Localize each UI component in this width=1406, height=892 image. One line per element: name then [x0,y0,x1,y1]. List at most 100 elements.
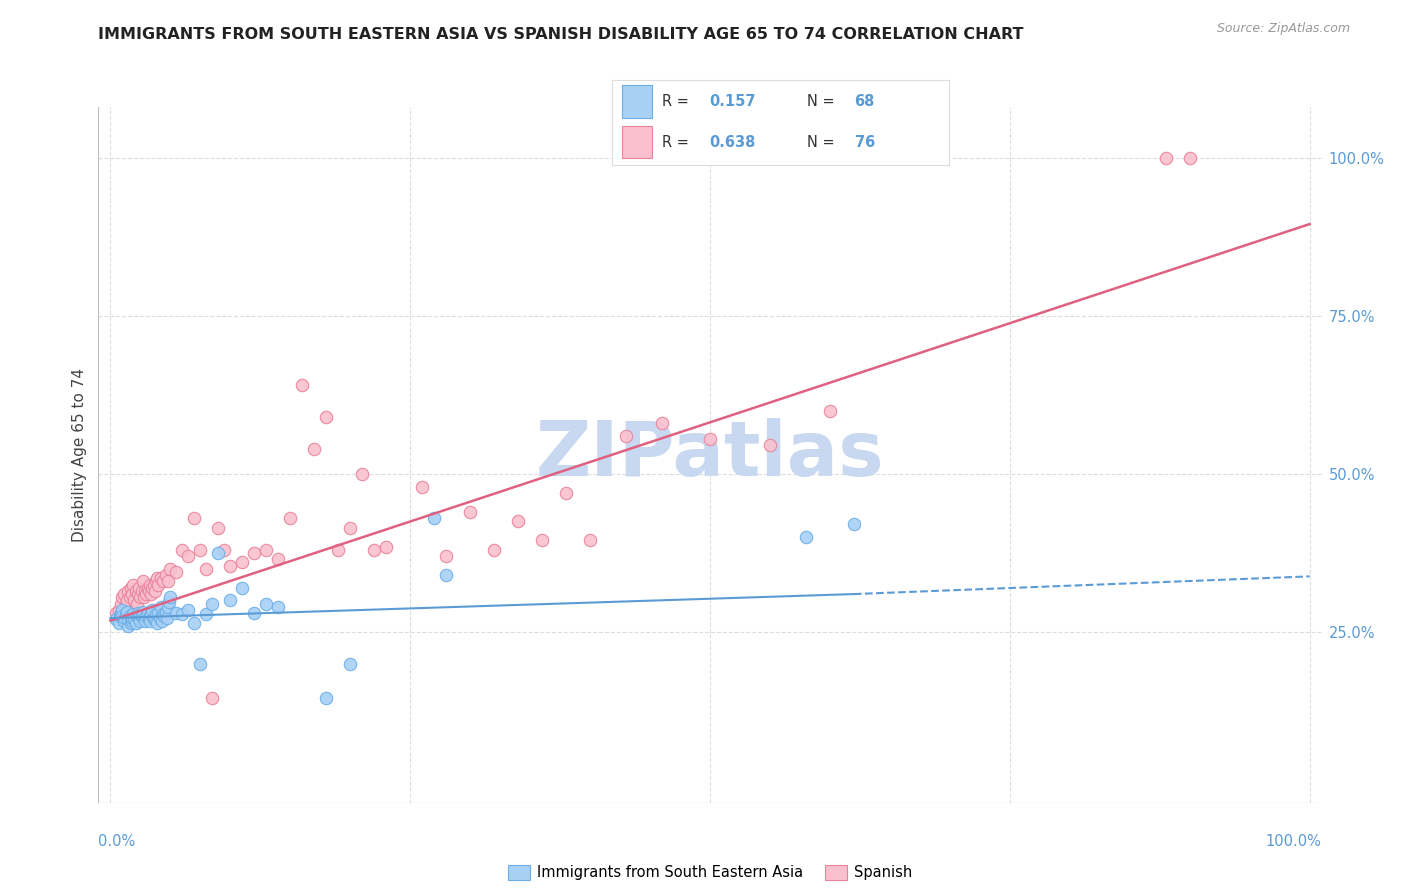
Point [142,612,165,626]
Point [183,511,205,525]
Point [579,533,602,548]
Point [125,597,148,611]
Text: N =: N = [807,94,839,109]
Point [124,612,146,626]
Point [134,583,156,598]
Point [143,611,166,625]
Point [699,432,721,446]
Point [145,607,167,622]
Point [136,581,159,595]
Text: 100.0%: 100.0% [1265,834,1322,849]
Point [172,542,194,557]
Point [141,587,163,601]
Point [132,612,155,626]
Point [129,614,152,628]
Point [482,542,505,557]
Point [339,657,361,671]
Point [122,607,145,622]
Text: 0.0%: 0.0% [98,834,135,849]
Point [434,549,457,563]
Point [153,609,176,624]
Point [352,467,374,481]
Point [188,542,212,557]
Text: 68: 68 [855,94,875,109]
Point [150,614,173,628]
Point [794,530,817,544]
Point [291,378,314,392]
Point [328,542,350,557]
Point [138,611,160,625]
Point [243,606,266,620]
Text: Source: ZipAtlas.com: Source: ZipAtlas.com [1216,22,1350,36]
Point [118,591,141,605]
Point [278,511,301,525]
Text: IMMIGRANTS FROM SOUTH EASTERN ASIA VS SPANISH DISABILITY AGE 65 TO 74 CORRELATIO: IMMIGRANTS FROM SOUTH EASTERN ASIA VS SP… [98,27,1024,42]
Point [141,581,163,595]
Point [267,599,290,614]
Point [120,615,142,630]
Point [254,597,277,611]
Point [115,593,138,607]
Point [614,429,637,443]
Point [139,577,162,591]
Point [207,546,229,560]
Point [112,614,135,628]
Point [108,615,131,630]
Point [304,442,326,456]
Point [132,591,155,605]
Point [195,607,218,622]
Point [148,577,170,591]
Point [135,587,157,601]
Point [363,542,385,557]
Point [121,587,143,601]
Point [121,611,143,625]
Point [423,511,446,525]
Point [134,614,156,628]
Point [136,606,159,620]
Point [108,603,131,617]
Point [183,615,205,630]
Point [117,612,139,626]
Point [112,587,135,601]
Point [149,599,172,614]
Point [115,605,138,619]
Point [155,605,177,619]
Point [159,562,181,576]
Point [411,479,433,493]
Point [127,587,149,601]
Point [114,611,136,625]
Bar [621,126,652,158]
Point [146,571,169,585]
Point [156,599,179,614]
Point [111,609,134,624]
Point [131,609,153,624]
Point [651,417,673,431]
Point [231,556,253,570]
Point [110,597,132,611]
Text: ZIPatlas: ZIPatlas [536,418,884,491]
Point [254,542,277,557]
Point [315,409,337,424]
Point [375,540,398,554]
Point [149,611,172,625]
Point [434,568,457,582]
Text: R =: R = [662,135,693,150]
Point [148,606,170,620]
Point [142,577,165,591]
Point [156,611,179,625]
Point [156,574,179,589]
Point [267,552,290,566]
Point [172,607,194,622]
Point [1154,151,1177,165]
Point [152,607,174,622]
Point [219,593,242,607]
Point [157,595,180,609]
Point [531,533,554,548]
Point [117,618,139,632]
Point [128,611,150,625]
Point [555,486,578,500]
Point [508,514,530,528]
Point [138,583,160,598]
Point [143,583,166,598]
Text: 76: 76 [855,135,875,150]
